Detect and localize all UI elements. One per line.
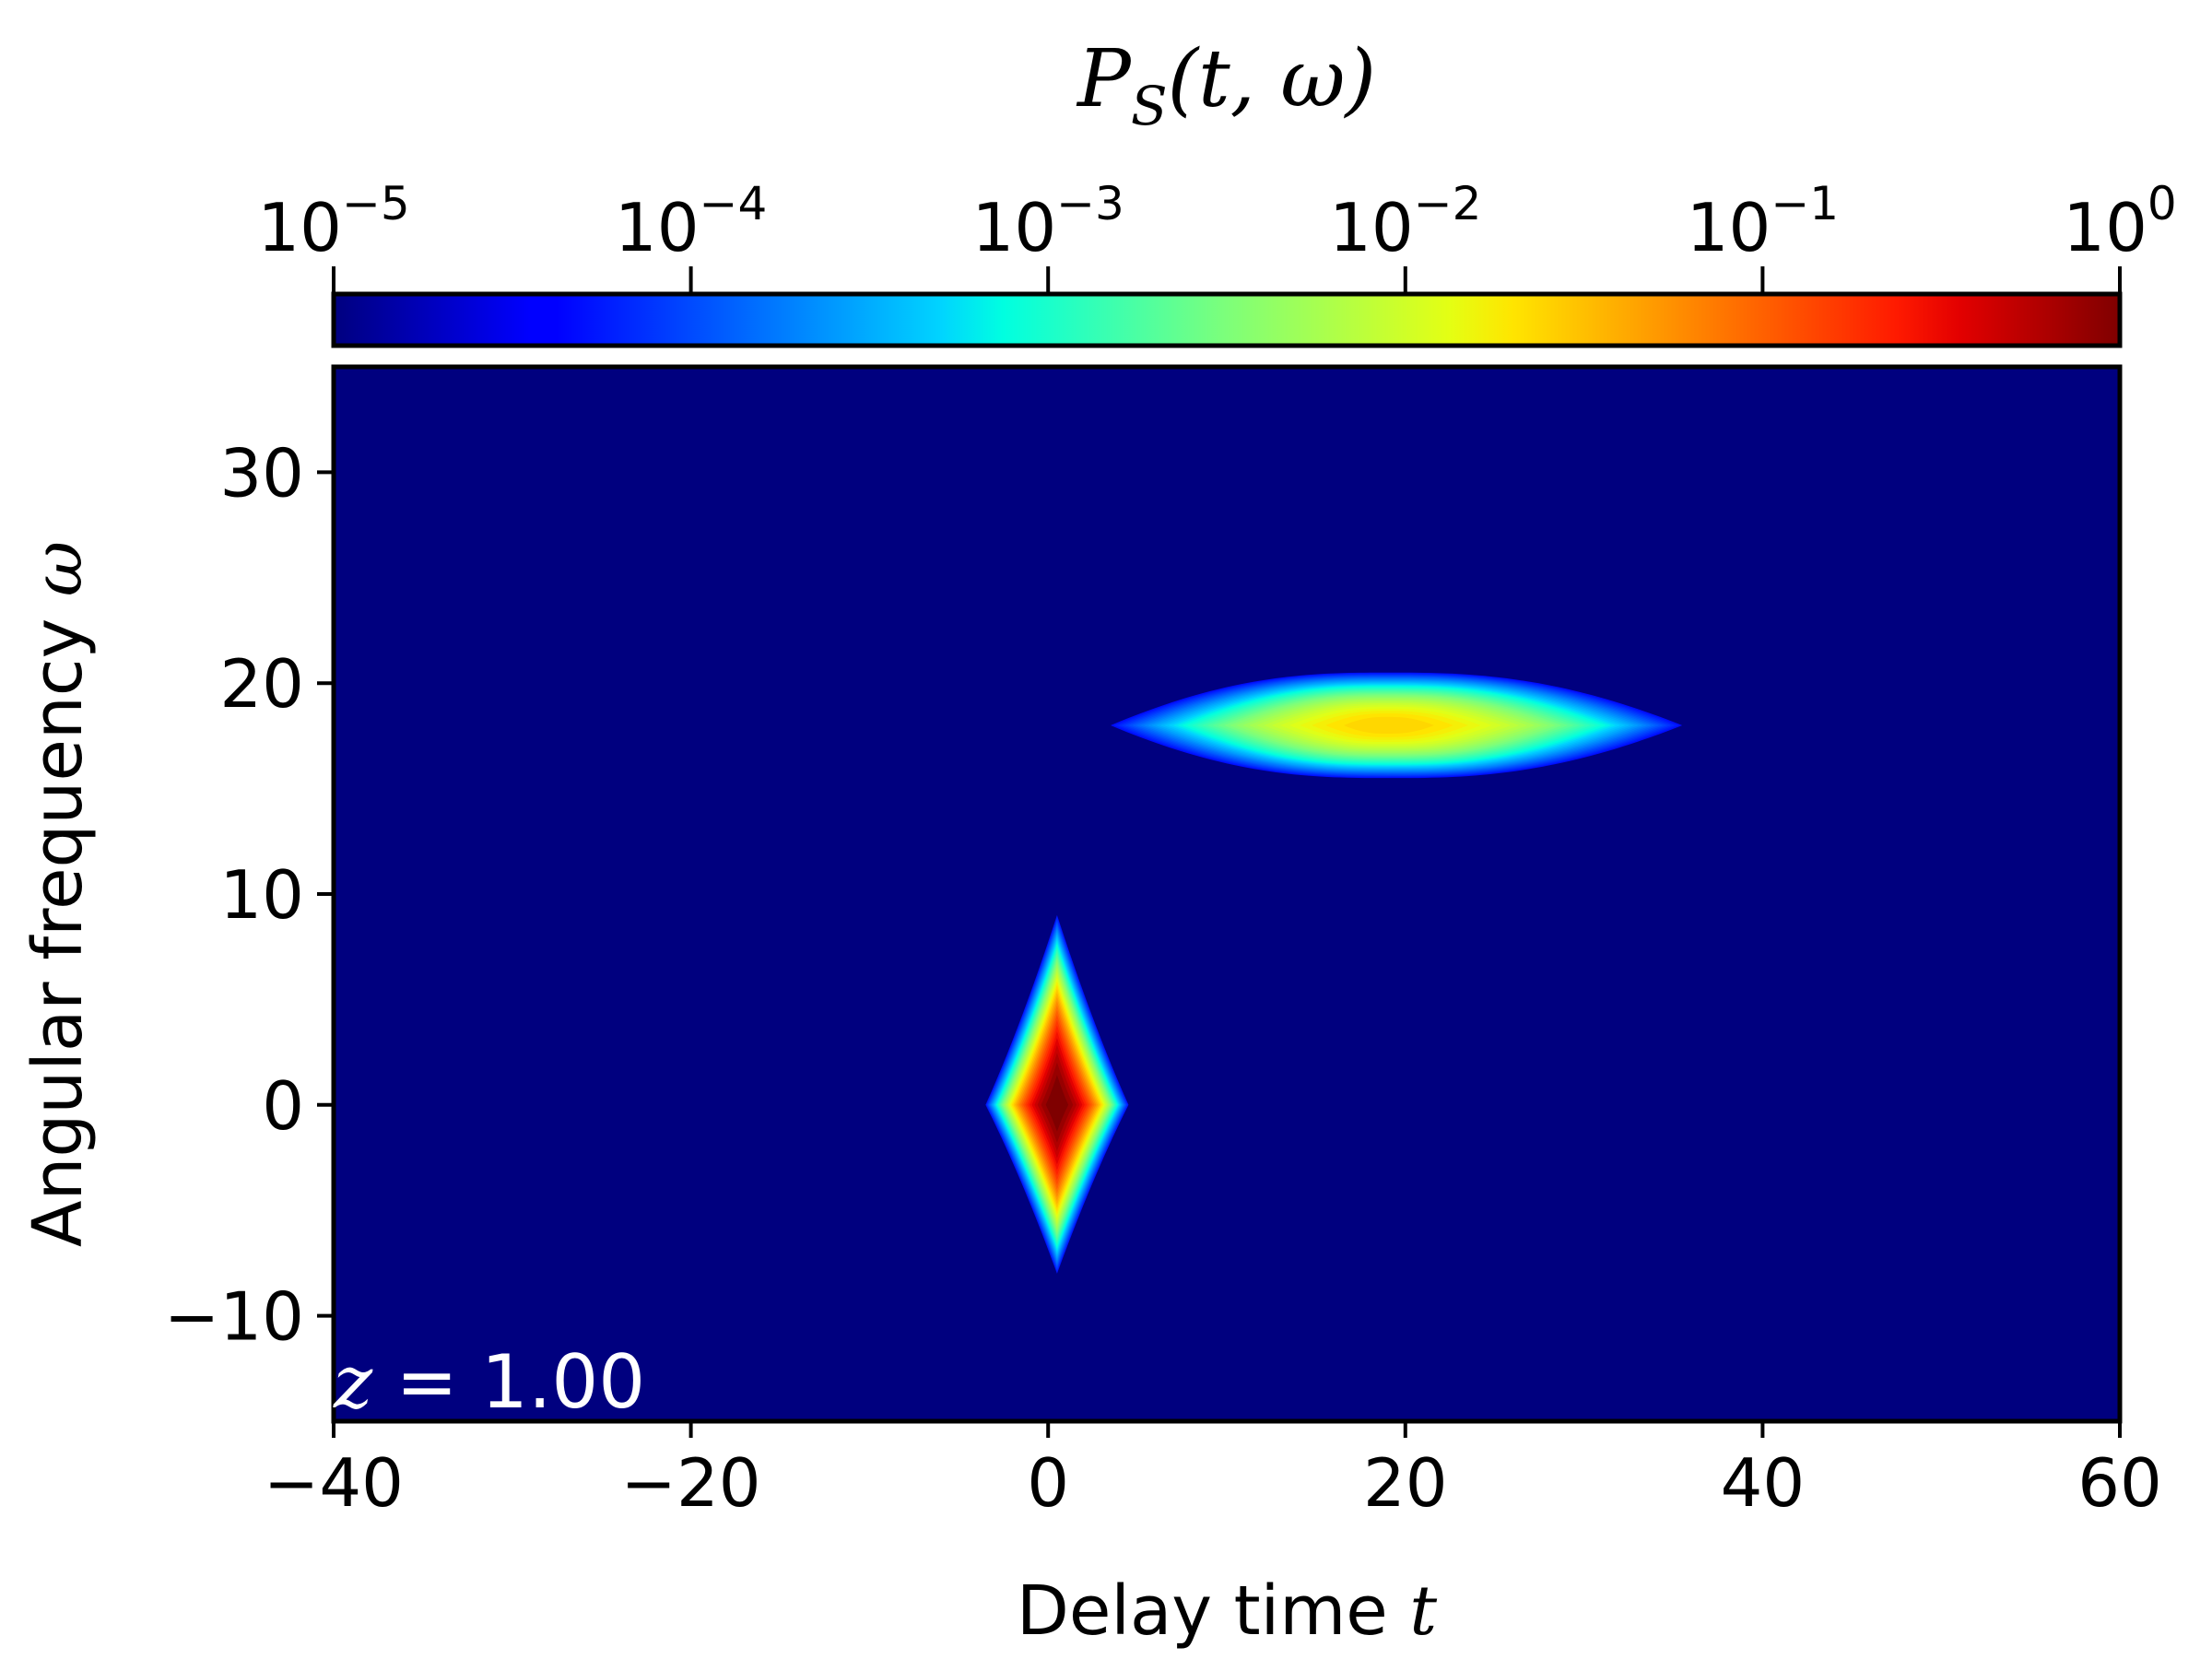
z-annotation: z = 1.00 — [333, 1339, 645, 1425]
x-tick-label: 60 — [2077, 1444, 2162, 1522]
y-axis-label-symbol: ω — [18, 541, 98, 596]
z-annotation-symbol: z — [333, 1339, 373, 1425]
colorbar-tick-label: 10−4 — [615, 177, 767, 266]
x-tick-label: 40 — [1721, 1444, 1806, 1522]
colorbar-label-args: (t, ω) — [1168, 33, 1376, 125]
y-tick-label: −10 — [164, 1278, 304, 1356]
y-tick-label: 20 — [219, 645, 304, 723]
colorbar-tick-label: 10−5 — [257, 177, 409, 266]
colorbar-tick-label: 10−3 — [972, 177, 1124, 266]
x-axis-label-symbol: t — [1409, 1571, 1437, 1651]
heatmap-background — [334, 367, 2120, 1421]
colorbar-label-main: P — [1076, 33, 1133, 125]
heatmap-feature — [1111, 672, 1683, 779]
y-tick-label: 0 — [262, 1067, 304, 1145]
x-tick-label: −20 — [621, 1444, 761, 1522]
colorbar-label: PS(t, ω) — [1076, 33, 1376, 137]
heatmap-contour — [1343, 716, 1434, 735]
colorbar-tick-group: 10−5 10−4 10−3 10−2 10−1 100 — [257, 177, 2177, 294]
x-axis-label: Delay time t — [1017, 1571, 1437, 1651]
z-annotation-value: = 1.00 — [372, 1339, 645, 1425]
y-axis-tick-group: −10 0 10 20 30 — [164, 434, 334, 1356]
heatmap-feature — [985, 914, 1129, 1274]
y-axis-label: Angular frequency ω — [18, 541, 98, 1247]
heatmap-layer — [985, 672, 1683, 1274]
x-tick-label: 20 — [1363, 1444, 1448, 1522]
plot-area — [331, 364, 2123, 1424]
x-tick-label: −40 — [264, 1444, 404, 1522]
x-axis-label-text: Delay time — [1017, 1571, 1388, 1651]
heatmap-contour — [1045, 1075, 1069, 1132]
colorbar-label-sub: S — [1131, 75, 1168, 137]
colorbar — [331, 291, 2123, 348]
x-axis-tick-group: −40 −20 0 20 40 60 — [264, 1421, 2162, 1522]
y-axis-label-text: Angular frequency — [18, 618, 98, 1247]
colorbar-tick-label: 100 — [2063, 177, 2176, 266]
colorbar-tick-label: 10−2 — [1329, 177, 1481, 266]
y-tick-label: 10 — [219, 856, 304, 934]
x-tick-label: 0 — [1027, 1444, 1069, 1522]
y-tick-label: 30 — [219, 434, 304, 512]
colorbar-tick-label: 10−1 — [1687, 177, 1839, 266]
